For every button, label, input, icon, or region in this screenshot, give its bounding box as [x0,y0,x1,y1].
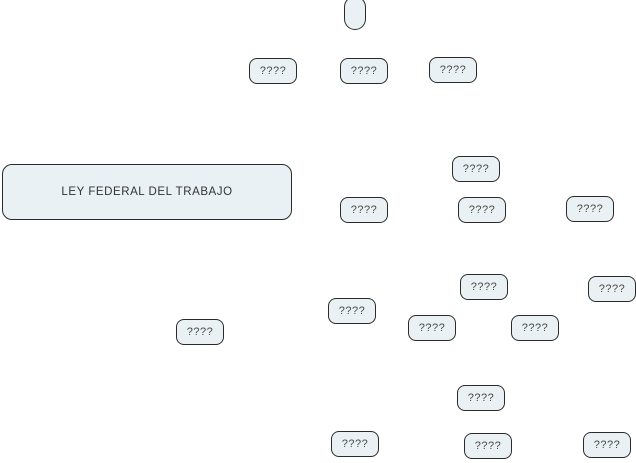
concept-node[interactable]: ???? [328,298,376,324]
concept-node-label: ???? [439,64,467,76]
concept-node-label: ???? [521,322,549,334]
concept-node-label: ???? [467,392,495,404]
concept-node-label: ???? [350,65,378,77]
concept-node[interactable]: ???? [457,385,505,411]
root-node-label: LEY FEDERAL DEL TRABAJO [61,186,233,198]
concept-node[interactable]: ???? [583,432,631,458]
concept-node-label: ???? [259,65,287,77]
concept-node[interactable]: ???? [176,319,224,345]
concept-node-label: ???? [576,203,604,215]
root-node[interactable]: LEY FEDERAL DEL TRABAJO [2,164,292,220]
concept-node[interactable]: ???? [452,156,500,182]
concept-node[interactable]: ???? [331,431,379,457]
concept-node-label: ???? [598,283,626,295]
capsule-node[interactable] [344,0,366,30]
concept-node[interactable]: ???? [340,58,388,84]
concept-node-label: ???? [474,440,502,452]
concept-node-label: ???? [186,326,214,338]
concept-node-label: ???? [341,438,369,450]
concept-node[interactable]: ???? [458,197,506,223]
concept-node[interactable]: ???? [249,58,297,84]
concept-node[interactable]: ???? [429,57,477,83]
concept-node-label: ???? [593,439,621,451]
concept-node[interactable]: ???? [511,315,559,341]
concept-node-label: ???? [350,204,378,216]
concept-node-label: ???? [462,163,490,175]
concept-node[interactable]: ???? [588,276,636,302]
concept-node[interactable]: ???? [464,433,512,459]
concept-node-label: ???? [468,204,496,216]
concept-node[interactable]: ???? [566,196,614,222]
concept-node-label: ???? [470,281,498,293]
concept-node-label: ???? [338,305,366,317]
concept-node[interactable]: ???? [340,197,388,223]
concept-node[interactable]: ???? [460,274,508,300]
concept-node-label: ???? [418,322,446,334]
concept-node[interactable]: ???? [408,315,456,341]
